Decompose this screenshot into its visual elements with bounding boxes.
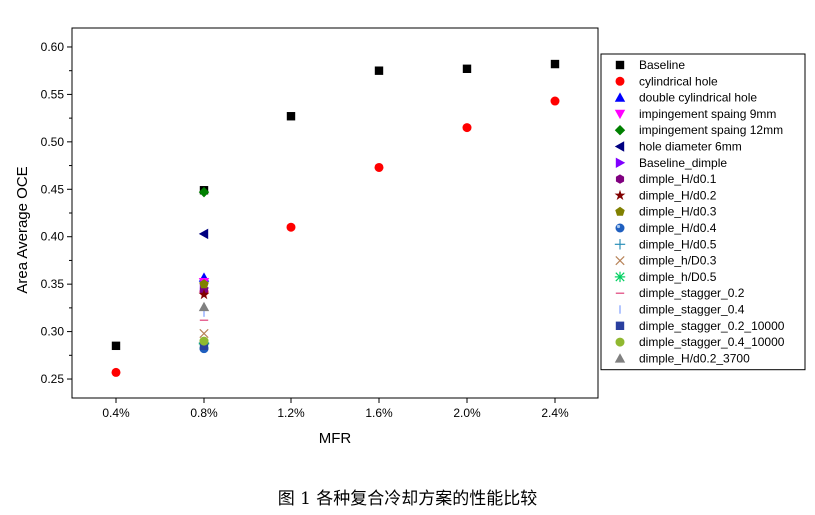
legend-label: cylindrical hole — [639, 74, 718, 88]
plot-frame — [71, 27, 599, 399]
x-tick-label: 2.0% — [453, 406, 481, 420]
axis-ticks: 0.25 0.30 0.35 0.40 0.45 0.50 0.55 0.60 0.4% 0.8%… — [41, 40, 569, 420]
legend-label: dimple_stagger_0.2_10000 — [639, 319, 785, 333]
plot-axes — [71, 27, 599, 399]
y-tick-label: 0.45 — [41, 182, 65, 196]
legend-marker — [614, 109, 626, 120]
y-tick-label: 0.40 — [41, 230, 65, 244]
y-tick-label: 0.55 — [41, 87, 65, 101]
y-tick-label: 0.50 — [41, 135, 65, 149]
data-point — [199, 328, 209, 339]
legend-marker — [615, 223, 625, 233]
legend-label: impingement spaing 9mm — [639, 107, 776, 121]
data-point — [198, 228, 209, 240]
legend-label: dimple_h/D0.5 — [639, 270, 717, 284]
data-point — [199, 336, 209, 346]
legend-marker — [615, 174, 625, 184]
legend-label: dimple_H/d0.3 — [639, 205, 717, 219]
legend-marker — [614, 353, 626, 363]
legend-label: dimple_H/d0.2 — [639, 188, 717, 202]
data-point — [198, 288, 210, 300]
legend-marker — [614, 141, 625, 152]
legend-label: dimple_H/d0.2_3700 — [639, 351, 750, 365]
legend-marker — [614, 271, 626, 283]
legend-marker — [615, 321, 625, 330]
legend-label: dimple_H/d0.1 — [639, 172, 717, 186]
x-axis-title: MFR — [319, 430, 352, 447]
legend-marker — [614, 125, 626, 136]
legend-marker — [615, 255, 625, 266]
y-axis-title: Area Average OCE — [14, 166, 31, 293]
y-tick-label: 0.35 — [41, 277, 65, 291]
legend-label: impingement spaing 12mm — [639, 123, 783, 137]
data-point — [286, 112, 296, 121]
legend-marker — [615, 337, 625, 347]
legend-label: dimple_stagger_0.4_10000 — [639, 335, 785, 349]
legend-label: double cylindrical hole — [639, 91, 757, 105]
x-tick-label: 1.6% — [365, 406, 393, 420]
y-tick-label: 0.60 — [41, 40, 65, 54]
legend-marker — [615, 157, 626, 168]
legend-marker — [614, 239, 626, 250]
x-tick-label: 2.4% — [541, 406, 569, 420]
data-point — [111, 341, 121, 351]
y-tick-label: 0.30 — [41, 325, 65, 339]
legend-label: dimple_H/d0.4 — [639, 221, 717, 235]
data-point — [198, 186, 210, 198]
legend-label: hole diameter 6mm — [639, 140, 742, 154]
data-point — [374, 66, 384, 75]
legend-label: Baseline — [639, 58, 685, 72]
data-point — [462, 64, 472, 73]
legend-marker — [615, 206, 625, 216]
y-tick-label: 0.25 — [41, 372, 65, 386]
data-point — [286, 222, 296, 232]
legend-label: dimple_H/d0.5 — [639, 237, 717, 251]
data-point — [550, 59, 560, 69]
legend-frame — [600, 53, 806, 371]
x-tick-label: 0.8% — [190, 406, 218, 420]
data-point — [374, 162, 384, 172]
legend-label: Baseline_dimple — [639, 156, 727, 170]
legend-label: dimple_stagger_0.4 — [639, 303, 745, 317]
legend: Baseline cylindrical hole double cylindric… — [600, 53, 806, 371]
data-point — [462, 123, 472, 133]
chart: 0.25 0.30 0.35 0.40 0.45 0.50 0.55 0.60 0.4% 0.8%… — [14, 27, 806, 447]
legend-marker — [614, 189, 626, 201]
legend-marker — [614, 92, 626, 102]
legend-label: dimple_h/D0.3 — [639, 254, 717, 268]
legend-marker — [615, 60, 625, 70]
legend-marker — [615, 76, 625, 86]
data-point — [198, 301, 210, 312]
legend-label: dimple_stagger_0.2 — [639, 286, 745, 300]
x-tick-label: 0.4% — [102, 406, 130, 420]
figure-caption: 图 1 各种复合冷却方案的性能比较 — [277, 489, 538, 509]
data-point — [199, 341, 209, 351]
data-point — [111, 367, 121, 377]
data-points — [111, 59, 560, 377]
x-tick-label: 1.2% — [277, 406, 305, 420]
data-point — [550, 96, 560, 106]
data-point — [199, 279, 209, 289]
